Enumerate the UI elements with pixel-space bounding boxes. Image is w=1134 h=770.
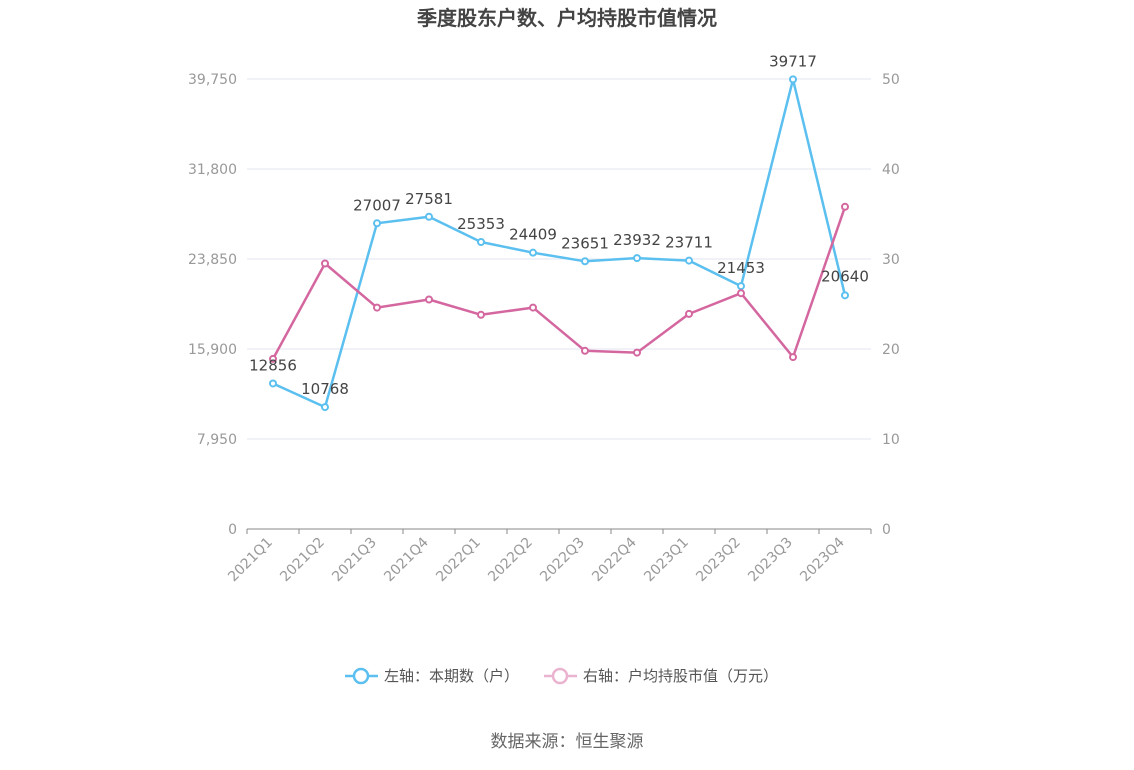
series-line-left [272, 78, 847, 409]
series-point-left [633, 254, 641, 263]
series-point-left [841, 291, 849, 300]
x-tick-label: 2023Q3 [745, 535, 796, 586]
series-point-right [373, 303, 381, 312]
data-label: 23651 [561, 234, 609, 252]
left-tick-label: 23,850 [188, 252, 237, 268]
x-tick-label: 2023Q4 [797, 534, 848, 585]
series-point-left [581, 257, 589, 266]
data-label: 12856 [249, 356, 297, 374]
series-point-left [269, 379, 277, 388]
series-point-left [425, 212, 433, 221]
data-label: 27007 [353, 196, 401, 214]
data-label: 23932 [613, 231, 661, 249]
right-tick-label: 40 [882, 162, 900, 178]
legend-item-left[interactable]: 左轴：本期数（户） [345, 667, 519, 685]
series-point-left [373, 219, 381, 228]
series-point-left [685, 256, 693, 265]
legend-marker-left-icon [352, 667, 370, 685]
series-point-right [685, 309, 693, 318]
series-point-left [529, 248, 537, 257]
data-label: 20640 [821, 267, 869, 285]
x-tick-label: 2022Q4 [589, 534, 640, 585]
axis-layer: 0 0 7,950 10 15,900 20 23,850 30 31,800 40 39,750 5… [188, 72, 900, 585]
x-tick-label: 2021Q1 [225, 535, 276, 586]
x-tick-label: 2021Q3 [329, 535, 380, 586]
data-label: 24409 [509, 226, 557, 244]
series-point-left [321, 403, 329, 412]
x-tick-label: 2023Q2 [693, 535, 744, 586]
right-tick-label: 50 [882, 72, 900, 88]
series-point-right [633, 348, 641, 357]
data-label: 10768 [301, 380, 349, 398]
data-label: 25353 [457, 215, 505, 233]
source-note: 数据来源：恒生聚源 [491, 732, 644, 752]
left-tick-label: 7,950 [197, 432, 237, 448]
legend: 左轴：本期数（户） 右轴：户均持股市值（万元） [345, 667, 778, 685]
legend-label-right: 右轴：户均持股市值（万元） [583, 667, 778, 685]
legend-label-left: 左轴：本期数（户） [384, 667, 519, 685]
chart-title: 季度股东户数、户均持股市值情况 [416, 6, 717, 30]
left-tick-label: 39,750 [188, 72, 237, 88]
left-tick-label: 0 [228, 522, 237, 538]
series-point-right [529, 303, 537, 312]
legend-marker-right-icon [551, 667, 569, 685]
series-point-right [269, 354, 277, 363]
series-point-right [841, 202, 849, 211]
series-point-left [477, 237, 485, 246]
series-point-right [321, 259, 329, 268]
series-point-left [737, 282, 745, 291]
data-label: 39717 [769, 52, 817, 70]
series-point-right [425, 295, 433, 304]
x-tick-label: 2021Q4 [381, 534, 432, 585]
series-point-right [477, 310, 485, 319]
series-point-right [789, 353, 797, 362]
right-tick-label: 20 [882, 342, 900, 358]
grid-layer [247, 78, 871, 440]
x-tick-label: 2023Q1 [641, 535, 692, 586]
legend-item-right[interactable]: 右轴：户均持股市值（万元） [544, 667, 778, 685]
series-layer [269, 75, 849, 412]
series-point-left [789, 75, 797, 84]
left-tick-label: 31,800 [188, 162, 237, 178]
x-tick-label: 2022Q2 [485, 535, 536, 586]
series-point-right [737, 289, 745, 298]
data-label: 27581 [405, 190, 453, 208]
series-line-right [271, 206, 847, 360]
x-tick-label: 2022Q1 [433, 535, 484, 586]
right-tick-label: 30 [882, 252, 900, 268]
x-tick-label: 2022Q3 [537, 535, 588, 586]
data-label: 23711 [665, 234, 713, 252]
left-tick-label: 15,900 [188, 342, 237, 358]
series-point-right [581, 346, 589, 355]
data-label: 21453 [717, 259, 765, 277]
x-tick-label: 2021Q2 [277, 535, 328, 586]
right-tick-label: 10 [882, 432, 900, 448]
right-tick-label: 0 [882, 522, 891, 538]
